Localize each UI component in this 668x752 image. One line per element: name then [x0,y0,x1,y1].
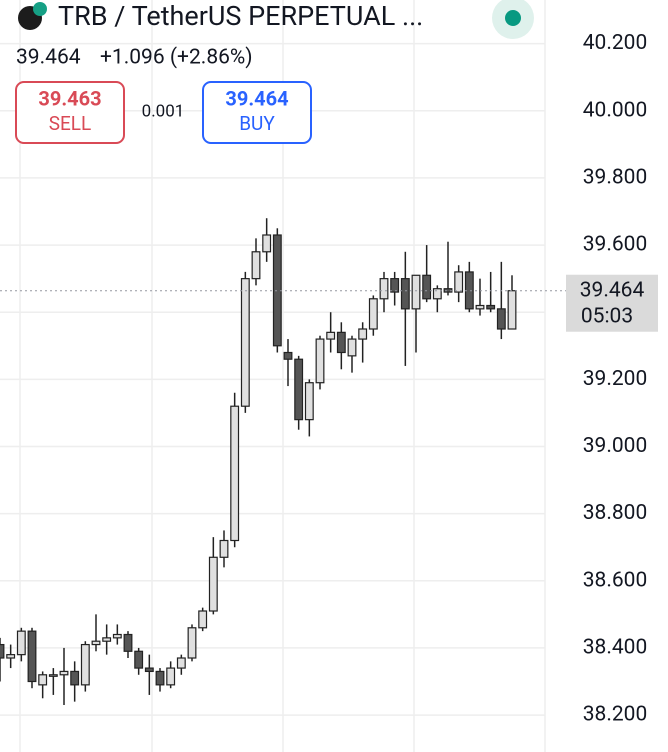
candle-body [176,657,186,669]
y-tick-label: 39.800 [583,165,648,189]
sell-price: 39.463 [38,86,101,110]
y-tick-label: 39.600 [583,233,648,257]
sell-label: SELL [49,112,92,135]
candle-body [475,304,485,310]
status-dot [505,10,521,26]
candle-body [304,382,314,421]
candle-body [347,338,357,357]
candle-body [166,667,176,686]
candle-body [70,670,80,686]
buy-label: BUY [239,112,275,135]
candle-body [411,274,421,310]
candle-body [368,298,378,330]
last-price: 39.464 [16,46,81,70]
candle-body [102,637,112,642]
candle-body [496,308,506,330]
countdown: 05:03 [581,304,633,328]
candle-body [16,630,26,656]
candle-body [390,278,400,293]
candle-body [326,331,336,340]
y-tick-label: 40.000 [583,98,648,122]
candle-body [198,610,208,629]
candle-body [294,358,304,421]
candle-body [240,278,250,407]
symbol-icon-badge [33,2,47,16]
y-tick-label: 39.000 [583,434,648,458]
y-tick-label: 38.200 [583,703,648,727]
candle-body [432,288,442,300]
buy-price: 39.464 [225,86,288,110]
candle-body [507,290,517,330]
candle-body [358,328,368,340]
candle-body [262,234,272,253]
candle-body [251,251,261,280]
y-tick-label: 38.800 [583,501,648,525]
title: TRB / TetherUS PERPETUAL ... [58,0,423,32]
sell-button[interactable] [15,81,125,144]
candle-body [91,640,101,646]
header: TRB / TetherUS PERPETUAL ... 39.464 +1.0… [15,0,534,144]
y-tick-label: 40.200 [583,31,648,55]
buy-button[interactable] [202,81,312,144]
candle-body [336,331,346,354]
spread: 0.001 [142,101,185,121]
last-price-box [566,274,658,332]
candle-body [6,654,16,659]
candle-body [144,667,154,673]
candle-body [187,627,197,659]
plot: 38.200 38.400 38.600 38.800 39.000 39.200 39.4… [0,31,648,727]
candle-body [400,278,410,310]
candle-body [486,304,496,310]
candle-body [38,674,48,686]
candle-body [0,643,5,659]
candle-body [123,633,133,652]
y-tick-label: 38.400 [583,635,648,659]
change: +1.096 (+2.86%) [100,46,253,70]
candle-body [422,274,432,300]
candle-body [219,539,229,558]
candle-body [230,405,240,542]
candle-body [27,630,37,683]
candle-body [315,338,325,384]
last-price-label: 39.464 [580,278,645,302]
candle-body [80,643,90,686]
y-tick-label: 39.200 [583,367,648,391]
candle-body [454,271,464,293]
candle-body [208,556,218,612]
candle-body [48,674,58,677]
y-tick-label: 38.600 [583,568,648,592]
candle-body [155,670,165,686]
candle-body [59,670,69,676]
candle-body [134,650,144,669]
candle-body [283,351,293,360]
candle-body [112,633,122,639]
candle-body [379,278,389,300]
